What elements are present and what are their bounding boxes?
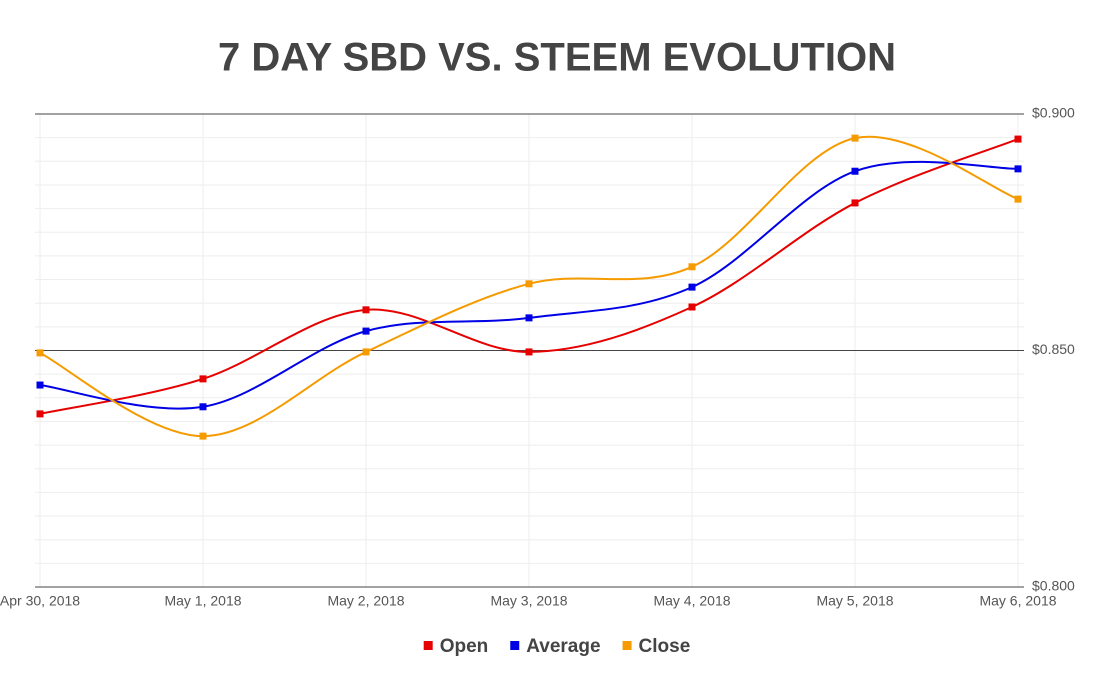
x-tick-label: May 1, 2018 (164, 593, 241, 609)
x-tick-label: Apr 30, 2018 (0, 593, 80, 609)
x-tick-label: May 6, 2018 (979, 593, 1056, 609)
point-marker (36, 410, 44, 418)
legend-swatch (622, 641, 632, 650)
point-marker (851, 199, 859, 207)
point-marker (1014, 135, 1022, 143)
legend-label: Average (526, 636, 600, 657)
legend-label: Open (440, 636, 489, 657)
point-marker (1014, 195, 1022, 203)
chart-title: 7 DAY SBD VS. STEEM EVOLUTION (218, 36, 896, 80)
point-marker (1014, 165, 1022, 173)
point-marker (199, 403, 207, 411)
point-marker (199, 375, 207, 383)
point-marker (851, 134, 859, 142)
x-tick-label: May 2, 2018 (327, 593, 404, 609)
point-marker (525, 280, 533, 288)
point-marker (362, 348, 370, 356)
point-marker (688, 283, 696, 291)
x-tick-label: May 3, 2018 (490, 593, 567, 609)
legend-label: Close (639, 636, 691, 657)
y-tick-label: $0.900 (1032, 105, 1075, 121)
point-marker (362, 327, 370, 335)
point-marker (688, 303, 696, 311)
point-marker (851, 167, 859, 175)
point-marker (36, 381, 44, 389)
point-marker (525, 348, 533, 356)
y-tick-label: $0.800 (1032, 578, 1075, 594)
point-marker (688, 263, 696, 271)
x-tick-label: May 4, 2018 (653, 593, 730, 609)
point-marker (525, 314, 533, 322)
point-marker (362, 306, 370, 314)
point-marker (36, 349, 44, 357)
x-tick-label: May 5, 2018 (816, 593, 893, 609)
y-tick-label: $0.850 (1032, 341, 1075, 357)
legend-swatch (423, 641, 433, 650)
point-marker (199, 432, 207, 440)
legend-swatch (510, 641, 520, 650)
